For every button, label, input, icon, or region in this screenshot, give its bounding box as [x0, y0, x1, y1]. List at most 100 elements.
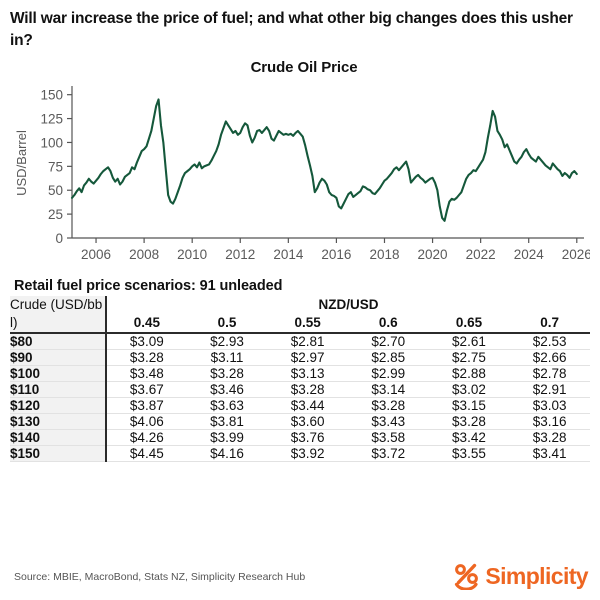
price-cell: $3.14	[347, 380, 429, 398]
price-cell: $3.87	[106, 396, 187, 414]
price-cell: $2.97	[267, 348, 348, 366]
row-label: $100	[10, 364, 107, 382]
y-axis-title: USD/Barrel	[14, 130, 29, 196]
x-tick-label: 2014	[273, 247, 304, 262]
x-tick-label: 2018	[369, 247, 399, 262]
price-cell: $2.75	[428, 348, 510, 366]
price-cell: $4.16	[186, 444, 268, 462]
y-tick-label: 0	[55, 231, 63, 246]
price-cell: $4.26	[106, 428, 187, 446]
table-row: $90 $3.28 $3.11 $2.97 $2.85 $2.75 $2.66	[10, 348, 590, 366]
price-cell: $3.03	[509, 396, 590, 414]
price-cell: $3.28	[428, 412, 510, 430]
table-row: $100 $3.48 $3.28 $3.13 $2.99 $2.88 $2.78	[10, 364, 590, 382]
price-cell: $2.81	[267, 332, 348, 350]
table-head: Crude (USD/bbl) NZD/USD 0.45 0.5 0.55 0.6 0.…	[10, 296, 590, 334]
price-cell: $2.61	[428, 332, 510, 350]
x-tick-label: 2012	[225, 247, 255, 262]
x-tick-label: 2026	[562, 247, 590, 262]
table-row: $150 $4.45 $4.16 $3.92 $3.72 $3.55 $3.41	[10, 444, 590, 462]
price-cell: $3.72	[347, 444, 429, 462]
price-cell: $3.15	[428, 396, 510, 414]
price-cell: $3.09	[106, 332, 187, 350]
table-row: $130 $4.06 $3.81 $3.60 $3.43 $3.28 $3.16	[10, 412, 590, 430]
y-tick-label: 100	[40, 135, 63, 150]
row-label: $80	[10, 332, 107, 350]
column-header-0.5: 0.5	[186, 313, 268, 334]
price-cell: $3.81	[186, 412, 268, 430]
price-cell: $4.06	[106, 412, 187, 430]
price-cell: $3.99	[186, 428, 268, 446]
row-label: $110	[10, 380, 107, 398]
row-header-label: Crude (USD/bbl)	[10, 296, 107, 334]
row-label: $90	[10, 348, 107, 366]
price-cell: $3.55	[428, 444, 510, 462]
price-cell: $3.28	[347, 396, 429, 414]
crude-oil-chart: Crude Oil Price 0 25 50 75 100 125 150 USD/Barr…	[10, 59, 590, 274]
x-tick-label: 2006	[81, 247, 111, 262]
y-tick-label: 150	[40, 88, 63, 103]
y-tick-label: 25	[48, 207, 63, 222]
price-cell: $3.28	[267, 380, 348, 398]
row-label: $120	[10, 396, 107, 414]
price-cell: $3.67	[106, 380, 187, 398]
table-row: $110 $3.67 $3.46 $3.28 $3.14 $3.02 $2.91	[10, 380, 590, 398]
simplicity-logo[interactable]: Simplicity	[454, 562, 589, 590]
table-head-columns-row: 0.45 0.5 0.55 0.6 0.65 0.7	[10, 313, 590, 334]
price-cell: $2.53	[509, 332, 590, 350]
column-header-0.6: 0.6	[347, 313, 429, 334]
price-cell: $3.28	[509, 428, 590, 446]
price-cell: $3.60	[267, 412, 348, 430]
price-cell: $3.43	[347, 412, 429, 430]
row-label: $130	[10, 412, 107, 430]
footer: Source: MBIE, MacroBond, Stats NZ, Simpl…	[10, 562, 590, 592]
price-cell: $2.99	[347, 364, 429, 382]
page-headline: Will war increase the price of fuel; and…	[10, 10, 573, 49]
price-cell: $3.48	[106, 364, 187, 382]
price-cell: $4.45	[106, 444, 187, 462]
x-tick-label: 2020	[418, 247, 448, 262]
chart-title: Crude Oil Price	[250, 59, 358, 76]
price-cell: $2.66	[509, 348, 590, 366]
table-head-group-row: Crude (USD/bbl) NZD/USD	[10, 296, 590, 334]
price-cell: $3.42	[428, 428, 510, 446]
fuel-price-scenarios-table: Crude (USD/bbl) NZD/USD 0.45 0.5 0.55 0.6 0.…	[10, 296, 590, 462]
percent-smile-icon	[454, 562, 480, 590]
y-tick-label: 50	[48, 183, 63, 198]
price-cell: $3.46	[186, 380, 268, 398]
price-cell: $3.02	[428, 380, 510, 398]
price-cell: $2.91	[509, 380, 590, 398]
series-line	[70, 98, 578, 222]
column-header-0.45: 0.45	[106, 313, 187, 334]
price-cell: $3.92	[267, 444, 348, 462]
y-tick-label: 75	[48, 159, 63, 174]
price-cell: $3.63	[186, 396, 268, 414]
price-cell: $3.28	[106, 348, 187, 366]
row-label: $140	[10, 428, 107, 446]
column-group-label: NZD/USD	[106, 296, 590, 314]
price-cell: $3.28	[186, 364, 268, 382]
table-row: $80 $3.09 $2.93 $2.81 $2.70 $2.61 $2.53	[10, 332, 590, 350]
chart-svg: 0 25 50 75 100 125 150 USD/Barrel 2006 2008 2010 20…	[14, 86, 590, 262]
price-cell: $2.88	[428, 364, 510, 382]
x-tick-label: 2024	[514, 247, 545, 262]
y-tick-label: 125	[40, 112, 63, 127]
price-cell: $2.70	[347, 332, 429, 350]
price-cell: $3.13	[267, 364, 348, 382]
x-tick-label: 2016	[321, 247, 351, 262]
row-label: $150	[10, 444, 107, 462]
price-cell: $2.93	[186, 332, 268, 350]
x-tick-label: 2008	[129, 247, 159, 262]
price-cell: $3.44	[267, 396, 348, 414]
logo-wordmark: Simplicity	[485, 562, 588, 589]
price-cell: $3.16	[509, 412, 590, 430]
price-cell: $3.11	[186, 348, 268, 366]
price-cell: $2.85	[347, 348, 429, 366]
x-tick-label: 2010	[177, 247, 207, 262]
price-cell: $3.41	[509, 444, 590, 462]
table-row: $140 $4.26 $3.99 $3.76 $3.58 $3.42 $3.28	[10, 428, 590, 446]
price-cell: $3.58	[347, 428, 429, 446]
column-header-0.55: 0.55	[267, 313, 348, 334]
chart-plot-area: 0 25 50 75 100 125 150 USD/Barrel 2006 2008 2010 20…	[10, 80, 590, 270]
